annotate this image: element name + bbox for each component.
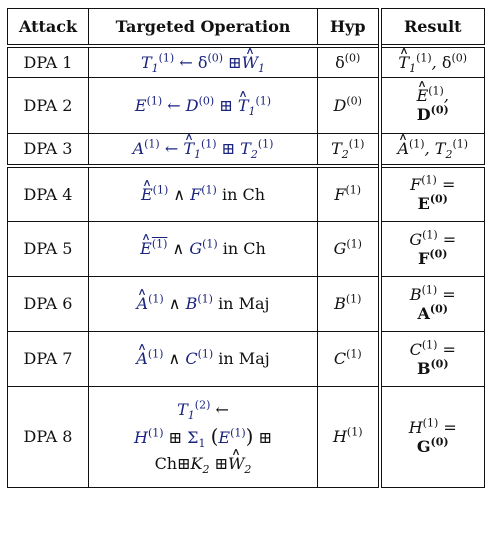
hyp-cell: T2(1) bbox=[317, 132, 380, 167]
attack-cell: DPA 3 bbox=[7, 132, 89, 167]
hyp-cell: δ(0) bbox=[317, 44, 380, 78]
result-cell: H(1) = G(0) bbox=[377, 385, 485, 488]
table-row: DPA 5 E(1) ∧ G(1) in Ch G(1) G(1) =F(0) bbox=[7, 220, 485, 277]
attack-cell: DPA 1 bbox=[7, 44, 89, 78]
table-row: DPA 6 A(1) ∧ B(1) in Maj B(1) B(1) =A(0) bbox=[7, 275, 485, 332]
attack-cell: DPA 4 bbox=[7, 164, 89, 222]
table-row: DPA 4 E(1) ∧ F(1) in Ch F(1) F(1) =E(0) bbox=[7, 164, 485, 222]
hyp-cell: F(1) bbox=[317, 164, 380, 222]
result-cell: F(1) = E(0) bbox=[377, 164, 485, 222]
hyp-cell: G(1) bbox=[317, 220, 380, 277]
attack-cell: DPA 6 bbox=[7, 275, 89, 332]
hyp-cell: H(1) bbox=[317, 385, 380, 488]
dpa-attack-table: Attack Targeted Operation Hyp Result DPA… bbox=[7, 8, 485, 488]
hyp-cell: D(0) bbox=[317, 76, 380, 134]
table-container: Attack Targeted Operation Hyp Result DPA… bbox=[7, 8, 485, 488]
attack-cell: DPA 8 bbox=[7, 385, 89, 488]
operation-cell: E(1) ← D(0) ⊞ T1(1) bbox=[88, 76, 318, 134]
operation-cell: A(1) ∧ C(1) in Maj bbox=[88, 330, 318, 387]
result-cell: T1(1), δ(0) bbox=[377, 44, 485, 78]
table-row: DPA 1 T1(1) ← δ(0) ⊞W1 δ(0) T1(1), δ(0) bbox=[7, 44, 485, 78]
attack-cell: DPA 7 bbox=[7, 330, 89, 387]
table-row: DPA 7 A(1) ∧ C(1) in Maj C(1) C(1) =B(0) bbox=[7, 330, 485, 387]
operation-cell: A(1) ∧ B(1) in Maj bbox=[88, 275, 318, 332]
result-cell: G(1) = F(0) bbox=[377, 220, 485, 277]
result-cell: E(1),D(0) bbox=[377, 76, 485, 134]
operation-cell: T1(2) ← H(1) ⊞ Σ1 (E(1)) ⊞ Ch⊞K2 ⊞W2 bbox=[88, 385, 318, 488]
result-cell: B(1) = A(0) bbox=[377, 275, 485, 332]
result-cell: C(1) = B(0) bbox=[377, 330, 485, 387]
attack-cell: DPA 2 bbox=[7, 76, 89, 134]
hyp-cell: B(1) bbox=[317, 275, 380, 332]
header-result: Result bbox=[377, 8, 485, 47]
table-row: DPA 8 T1(2) ← H(1) ⊞ Σ1 (E(1)) ⊞ Ch⊞K2 ⊞… bbox=[7, 385, 485, 488]
operation-cell: E(1) ∧ G(1) in Ch bbox=[88, 220, 318, 277]
header-row: Attack Targeted Operation Hyp Result bbox=[7, 8, 485, 47]
header-hyp: Hyp bbox=[317, 8, 380, 47]
table-row: DPA 3 A(1) ← T1(1) ⊞ T2(1) T2(1) A(1), T… bbox=[7, 132, 485, 167]
operation-cell: A(1) ← T1(1) ⊞ T2(1) bbox=[88, 132, 318, 167]
operation-cell: E(1) ∧ F(1) in Ch bbox=[88, 164, 318, 222]
operation-cell: T1(1) ← δ(0) ⊞W1 bbox=[88, 44, 318, 78]
table-row: DPA 2 E(1) ← D(0) ⊞ T1(1) D(0) E(1),D(0) bbox=[7, 76, 485, 134]
header-attack: Attack bbox=[7, 8, 89, 47]
header-targeted-operation: Targeted Operation bbox=[88, 8, 318, 47]
attack-cell: DPA 5 bbox=[7, 220, 89, 277]
hyp-cell: C(1) bbox=[317, 330, 380, 387]
result-cell: A(1), T2(1) bbox=[377, 132, 485, 167]
